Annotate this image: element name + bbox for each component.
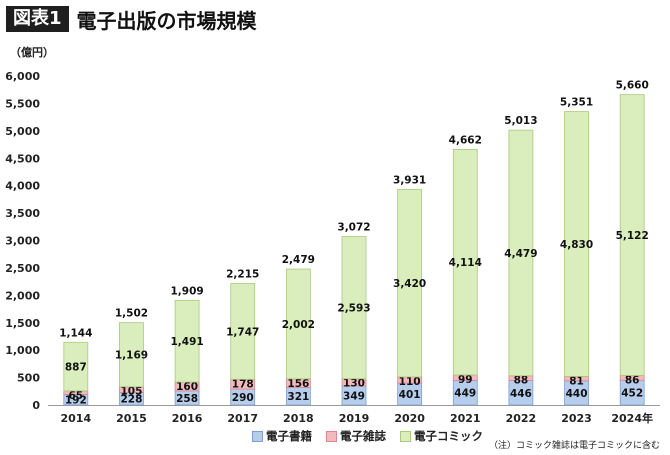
figure-number-badge: 図表1 — [6, 6, 69, 32]
x-tick-label: 2021 — [450, 412, 481, 425]
data-label-books: 258 — [176, 393, 198, 405]
legend-item-comics: 電子コミック — [400, 428, 483, 444]
y-tick-label: 0 — [32, 399, 40, 412]
x-tick-label: 2017 — [227, 412, 258, 425]
bar-segment-comics — [63, 341, 89, 392]
data-label-magazines: 86 — [625, 374, 640, 386]
bar-segment-comics — [508, 129, 534, 377]
y-tick-label: 4,000 — [5, 180, 40, 193]
chart-title: 電子出版の市場規模 — [76, 8, 257, 33]
total-label: 5,660 — [616, 80, 649, 92]
data-label-magazines: 81 — [569, 375, 584, 387]
x-tick-label: 2016 — [172, 412, 203, 425]
y-tick-label: 4,500 — [5, 152, 40, 165]
data-label-comics: 2,002 — [282, 319, 315, 331]
y-tick-label: 5,000 — [5, 125, 40, 138]
y-tick-label: 1,000 — [5, 344, 40, 357]
bar-segment-comics — [619, 94, 645, 376]
data-label-comics: 3,420 — [393, 278, 426, 290]
bar-segment-comics — [397, 189, 423, 378]
data-label-magazines: 88 — [514, 375, 529, 387]
y-tick-label: 1,500 — [5, 317, 40, 330]
y-tick-label: 5,500 — [5, 97, 40, 110]
data-label-comics: 1,747 — [226, 326, 259, 338]
bar-segment-comics — [564, 111, 589, 377]
y-tick-label: 3,500 — [5, 207, 40, 220]
y-tick-label: 500 — [17, 372, 40, 385]
legend-label-comics: 電子コミック — [414, 429, 483, 443]
data-label-books: 349 — [343, 390, 365, 402]
y-axis-unit-label: （億円） — [10, 45, 54, 59]
data-label-books: 228 — [120, 394, 142, 406]
y-tick-label: 2,500 — [5, 262, 40, 275]
bar-segment-comics — [119, 322, 144, 388]
y-tick-label: 2,000 — [5, 289, 40, 302]
bar-segment-comics — [285, 268, 311, 380]
legend-swatch-books — [252, 430, 263, 442]
total-label: 1,144 — [59, 327, 92, 339]
y-tick-label: 6,000 — [5, 70, 40, 83]
data-label-books: 321 — [287, 391, 309, 403]
x-tick-label: 2024年 — [611, 411, 653, 425]
data-label-books: 440 — [566, 388, 588, 400]
data-label-comics: 5,122 — [616, 230, 649, 242]
data-label-books: 449 — [454, 388, 476, 400]
data-label-comics: 4,479 — [504, 248, 537, 260]
data-label-magazines: 99 — [458, 374, 473, 386]
data-label-magazines: 178 — [232, 378, 254, 390]
data-label-comics: 2,593 — [337, 303, 370, 315]
x-tick-label: 2014 — [61, 412, 92, 425]
data-label-magazines: 110 — [399, 376, 421, 388]
total-label: 4,662 — [449, 134, 482, 146]
footnote: （注）コミック雑誌は電子コミックに含む — [488, 441, 660, 451]
bar-segment-books — [452, 379, 478, 406]
legend-label-books: 電子書籍 — [266, 429, 312, 443]
legend-label-magazines: 電子雑誌 — [340, 429, 386, 443]
bar-segment-comics — [452, 148, 478, 376]
total-label: 5,013 — [504, 115, 537, 127]
x-tick-label: 2015 — [116, 412, 147, 425]
bar-segment-comics — [341, 236, 367, 380]
data-label-magazines: 105 — [120, 386, 142, 398]
legend-swatch-comics — [400, 430, 411, 442]
total-label: 1,502 — [115, 308, 148, 320]
y-tick-label: 3,000 — [5, 235, 40, 248]
data-label-books: 192 — [65, 395, 87, 407]
data-label-comics: 4,830 — [560, 239, 593, 251]
legend-swatch-magazines — [326, 430, 337, 442]
x-tick-label: 2022 — [506, 412, 537, 425]
x-tick-label: 2023 — [561, 412, 592, 425]
data-label-books: 290 — [232, 392, 254, 404]
data-label-comics: 1,491 — [170, 336, 203, 348]
legend-item-magazines: 電子雑誌 — [326, 428, 386, 444]
data-label-books: 452 — [621, 388, 643, 400]
data-label-magazines: 65 — [69, 390, 84, 402]
total-label: 2,215 — [226, 269, 259, 281]
total-label: 3,072 — [337, 222, 370, 234]
legend-item-books: 電子書籍 — [252, 428, 312, 444]
bar-segment-comics — [230, 283, 256, 380]
data-label-comics: 4,114 — [449, 257, 482, 269]
total-label: 3,931 — [393, 174, 426, 186]
total-label: 1,909 — [170, 285, 203, 297]
data-label-books: 401 — [399, 389, 421, 401]
data-label-magazines: 156 — [287, 378, 309, 390]
chart-legend: 電子書籍 電子雑誌 電子コミック — [252, 428, 483, 444]
x-tick-label: 2018 — [283, 412, 314, 425]
bar-segment-comics — [174, 299, 200, 383]
data-label-comics: 887 — [65, 362, 87, 374]
total-label: 2,479 — [282, 254, 315, 266]
data-label-magazines: 130 — [343, 378, 365, 390]
data-label-magazines: 160 — [176, 381, 198, 393]
bar-segment-books — [508, 380, 534, 406]
total-label: 5,351 — [560, 97, 593, 109]
x-tick-label: 2020 — [394, 412, 425, 425]
chart-title-row: 図表1 電子出版の市場規模 — [6, 5, 257, 33]
x-tick-label: 2019 — [339, 412, 370, 425]
data-label-books: 446 — [510, 388, 532, 400]
data-label-comics: 1,169 — [115, 350, 148, 362]
